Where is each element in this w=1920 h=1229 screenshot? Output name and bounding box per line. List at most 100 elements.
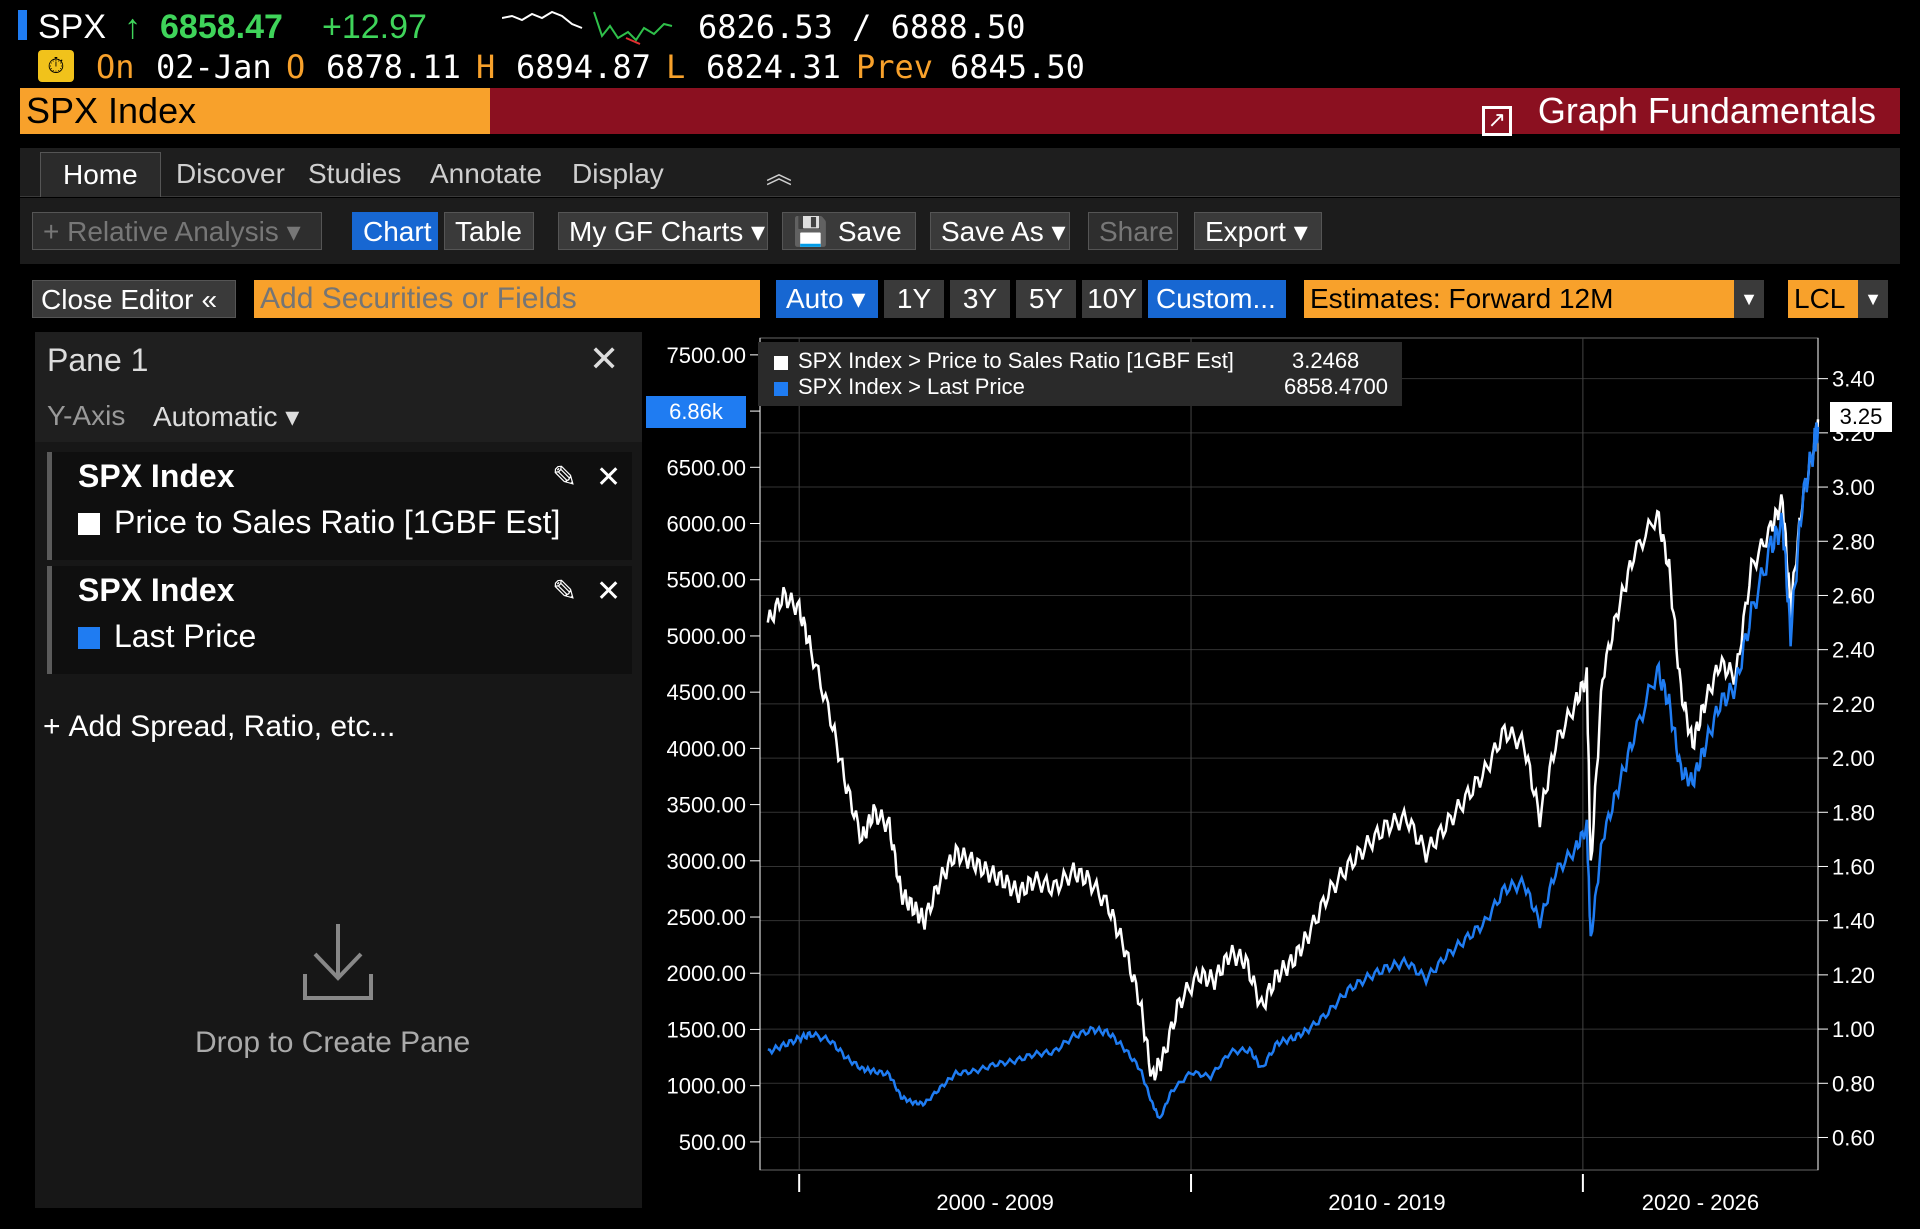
y-tick-label-right: 1.40 — [1832, 909, 1875, 934]
close-icon[interactable]: ✕ — [589, 338, 620, 379]
series-swatch — [78, 627, 100, 649]
add-securities-input[interactable] — [254, 280, 760, 318]
y-tick-label-left: 3500.00 — [666, 793, 746, 818]
legend-swatch-price — [774, 382, 788, 396]
legend-value-price: 6858.4700 — [1284, 374, 1388, 399]
y-tick-label-left: 5000.00 — [666, 624, 746, 649]
tab-discover[interactable]: Discover — [176, 158, 285, 189]
estimates-dropdown[interactable]: Estimates: Forward 12M ▼ — [1304, 280, 1764, 318]
ticker-symbol: SPX — [38, 8, 107, 46]
series-field: Price to Sales Ratio [1GBF Est] — [78, 504, 560, 541]
pencil-icon[interactable]: ✎ — [552, 575, 578, 608]
tab-annotate[interactable]: Annotate — [430, 158, 543, 189]
ticker-bar: SPX ↑ 6858.47 +12.97 6826.53 / 6888.50 ⏱… — [0, 0, 1920, 88]
security-title[interactable]: SPX Index — [20, 88, 490, 134]
ticker-prev: 6845.50 — [950, 48, 1085, 86]
series-line-price-to-sales — [766, 419, 1820, 1081]
close-icon[interactable]: ✕ — [596, 461, 622, 494]
my-gf-charts-button[interactable]: My GF Charts ▾ — [558, 212, 768, 250]
period-5y-button[interactable]: 5Y — [1016, 280, 1076, 318]
pencil-icon[interactable]: ✎ — [552, 461, 578, 494]
ticker-marker — [18, 10, 27, 40]
ticker-open: 6878.11 — [326, 48, 461, 86]
toolbar: + Relative Analysis ▾ Chart Table My GF … — [20, 198, 1900, 264]
save-button[interactable]: 💾 Save — [782, 212, 916, 250]
pane-editor: Pane 1 ✕ Y-Axis Automatic ▾ SPX Index ✎ … — [35, 332, 642, 1208]
save-as-button[interactable]: Save As ▾ — [930, 212, 1070, 250]
y-tick-label-right: 1.00 — [1832, 1017, 1875, 1042]
y-tick-label-left: 7500.00 — [666, 343, 746, 368]
yaxis-dropdown[interactable]: Automatic ▾ — [153, 401, 300, 432]
double-chevron-up-icon[interactable]: ︽ — [766, 159, 793, 189]
y-tick-label-right: 2.60 — [1832, 583, 1875, 608]
sparkline-white — [502, 10, 583, 29]
y-tick-label-left: 3000.00 — [666, 849, 746, 874]
chevron-down-icon: ▼ — [1858, 280, 1888, 318]
x-tick-label: 2020 - 2026 — [1642, 1190, 1759, 1215]
sparkline-red — [625, 37, 641, 45]
legend-swatch-ps — [774, 356, 788, 370]
currency-label: LCL — [1794, 283, 1846, 314]
y-tick-label-right: 2.80 — [1832, 529, 1875, 554]
tab-display[interactable]: Display — [572, 158, 664, 189]
currency-dropdown[interactable]: LCL ▼ — [1788, 280, 1888, 318]
save-label: Save — [837, 216, 902, 247]
relative-analysis-button[interactable]: + Relative Analysis ▾ — [32, 212, 322, 250]
export-button[interactable]: Export ▾ — [1194, 212, 1322, 250]
close-editor-button[interactable]: Close Editor « — [32, 280, 236, 318]
external-link-icon[interactable]: ↗ — [1481, 106, 1512, 136]
ticker-date: 02-Jan — [156, 48, 272, 86]
x-tick-label: 2000 - 2009 — [936, 1190, 1053, 1215]
y-tick-label-left: 6500.00 — [666, 455, 746, 480]
estimates-label: Estimates: Forward 12M — [1310, 283, 1614, 314]
tab-studies[interactable]: Studies — [308, 158, 402, 189]
clock-alert-icon[interactable]: ⏱ — [38, 50, 74, 82]
add-spread-button[interactable]: + Add Spread, Ratio, etc... — [43, 710, 395, 744]
ticker-low-label: L — [666, 48, 686, 86]
table-view-button[interactable]: Table — [444, 212, 534, 250]
series-card[interactable]: SPX Index ✎ ✕ Last Price — [47, 566, 632, 674]
period-10y-button[interactable]: 10Y — [1082, 280, 1142, 318]
y-tick-label-left: 2000.00 — [666, 961, 746, 986]
y-tick-label-right: 1.80 — [1832, 800, 1875, 825]
function-title-text: Graph Fundamentals — [1537, 90, 1876, 131]
share-button[interactable]: Share — [1088, 212, 1178, 250]
custom-period-button[interactable]: Custom... — [1148, 280, 1286, 318]
ticker-range: 6826.53 / 6888.50 — [698, 8, 1026, 46]
plus-icon: + — [43, 710, 61, 743]
series-swatch — [78, 513, 100, 535]
y-tick-label-left: 2500.00 — [666, 905, 746, 930]
series-security: SPX Index — [78, 458, 235, 494]
chart-view-button[interactable]: Chart — [352, 212, 438, 250]
series-field-label: Last Price — [114, 618, 257, 654]
add-spread-label: Add Spread, Ratio, etc... — [68, 710, 396, 743]
menu-bar: Home Discover Studies Annotate Display ︽ — [20, 148, 1900, 197]
ticker-prev-label: Prev — [856, 48, 934, 86]
series-field: Last Price — [78, 618, 256, 655]
ticker-high-label: H — [476, 48, 496, 86]
save-icon: 💾 — [793, 216, 828, 247]
y-tick-label-right: 3.40 — [1832, 367, 1875, 392]
ticker-change: +12.97 — [322, 8, 427, 46]
ticker-on-label: On — [96, 48, 135, 86]
y-tick-label-right: 2.00 — [1832, 746, 1875, 771]
series-card[interactable]: SPX Index ✎ ✕ Price to Sales Ratio [1GBF… — [47, 452, 632, 560]
tab-home[interactable]: Home — [40, 152, 161, 197]
series-line-last-price — [767, 422, 1820, 1120]
function-title[interactable]: ↗ Graph Fundamentals — [1481, 88, 1876, 136]
y-tick-label-right: 3.00 — [1832, 475, 1875, 500]
y-tick-label-left: 1000.00 — [666, 1074, 746, 1099]
period-3y-button[interactable]: 3Y — [950, 280, 1010, 318]
y-tick-label-right: 1.20 — [1832, 963, 1875, 988]
drop-pane-label: Drop to Create Pane — [195, 1026, 471, 1059]
y-tick-label-right: 2.20 — [1832, 692, 1875, 717]
legend-label-ps: SPX Index > Price to Sales Ratio [1GBF E… — [798, 348, 1234, 373]
close-icon[interactable]: ✕ — [596, 575, 622, 608]
y-tick-label-left: 500.00 — [679, 1130, 746, 1155]
y-tick-label-right: 2.40 — [1832, 638, 1875, 663]
auto-range-dropdown[interactable]: Auto ▾ — [776, 280, 878, 318]
ticker-last-price: 6858.47 — [160, 8, 283, 46]
period-1y-button[interactable]: 1Y — [884, 280, 944, 318]
up-arrow-icon: ↑ — [124, 8, 141, 46]
